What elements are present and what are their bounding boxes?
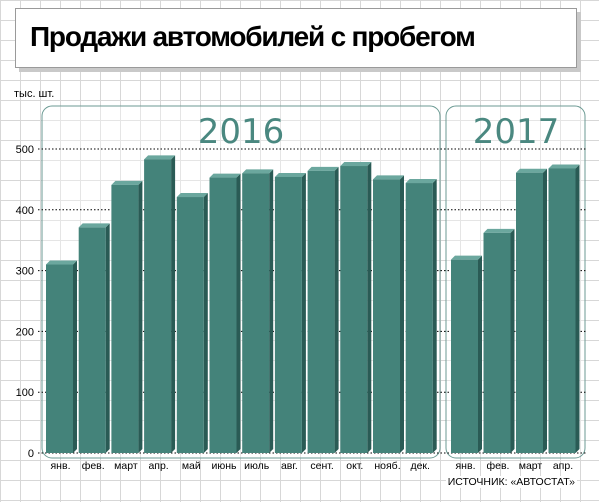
x-tick-label: фев. (82, 460, 105, 472)
x-tick-label: янв. (456, 460, 476, 472)
x-tick-label: нояб. (374, 460, 400, 472)
bar-top (111, 180, 143, 185)
year-label: 2016 (198, 112, 285, 152)
bar-side (203, 193, 208, 454)
y-tick-label: 400 (16, 205, 34, 217)
year-label: 2017 (473, 112, 560, 152)
bar-top (548, 164, 580, 169)
bar-top (307, 166, 339, 171)
bar (340, 166, 368, 454)
title-box: Продажи автомобилей с пробегом (15, 8, 577, 68)
bar-side (269, 169, 274, 453)
bar-side (138, 180, 143, 453)
bar-side (432, 179, 437, 453)
bar (451, 259, 478, 453)
bar (209, 177, 237, 454)
bar-side (543, 168, 547, 453)
bar-side (478, 255, 482, 453)
x-tick-label: апр. (148, 460, 168, 472)
x-tick-label: янв. (51, 460, 71, 472)
x-tick-label: авг. (281, 460, 298, 472)
x-tick-label: март (519, 460, 543, 472)
bar-top (209, 173, 241, 178)
y-tick-label: 0 (28, 448, 34, 460)
bar (242, 173, 270, 453)
bar-side (575, 164, 580, 453)
x-tick-label: сент. (310, 460, 333, 472)
y-tick-label: 500 (16, 144, 34, 156)
x-tick-label: окт. (346, 460, 363, 472)
bar-side (367, 162, 372, 454)
bar-top (78, 223, 110, 228)
y-tick-label: 100 (16, 387, 34, 399)
bar-top (46, 260, 77, 265)
x-tick-label: июль (244, 460, 270, 472)
bar (144, 159, 172, 453)
x-tick-label: фев. (487, 460, 510, 472)
bar-top (516, 168, 547, 173)
x-tick-label: май (182, 460, 201, 472)
bar-side (400, 175, 404, 453)
bar-side (73, 260, 77, 453)
bar-top (242, 169, 274, 174)
bar (548, 168, 576, 453)
y-axis-unit-label: тыс. шт. (14, 88, 55, 100)
bar-side (171, 155, 176, 453)
bar-top (340, 162, 372, 167)
bar (307, 170, 335, 453)
bar-side (334, 166, 339, 453)
bar-side (510, 228, 515, 453)
bar-side (236, 173, 241, 454)
bar-top (451, 255, 482, 260)
y-tick-label: 200 (16, 326, 34, 338)
bar (274, 176, 302, 453)
bar (373, 179, 400, 453)
x-tick-label: апр. (553, 460, 573, 472)
bar (111, 184, 139, 453)
x-tick-label: дек. (410, 460, 429, 472)
bar-top (274, 172, 306, 177)
y-tick-label: 300 (16, 266, 34, 278)
bar-top (176, 193, 208, 198)
bar (516, 172, 543, 453)
x-tick-label: март (114, 460, 138, 472)
bar (483, 232, 511, 453)
bar-side (301, 172, 306, 453)
x-tick-label: июнь (211, 460, 237, 472)
bar (46, 264, 73, 453)
bar-top (144, 155, 176, 160)
bar-top (373, 175, 404, 180)
bar (405, 183, 433, 453)
chart-title: Продажи автомобилей с пробегом (30, 21, 476, 52)
bar-side (105, 223, 110, 453)
source-note: ИСТОЧНИК: «АВТОСТАТ» (445, 476, 577, 488)
bar (78, 227, 106, 453)
bar-top (483, 228, 515, 233)
bar (176, 197, 204, 453)
bar-top (405, 179, 437, 184)
